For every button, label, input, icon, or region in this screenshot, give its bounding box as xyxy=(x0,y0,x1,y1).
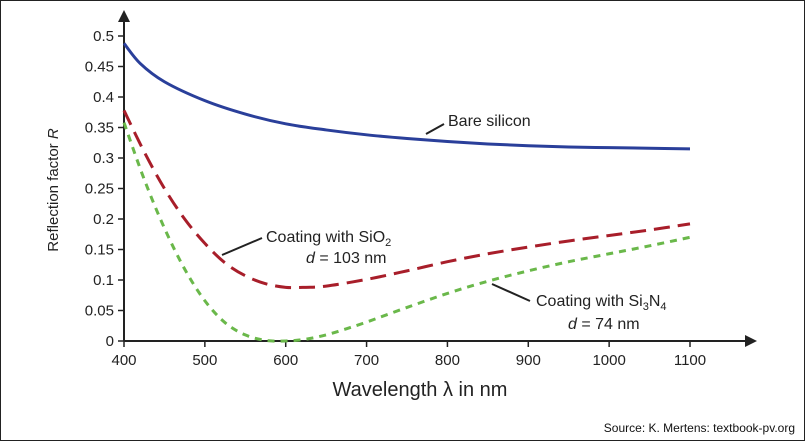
y-tick-label-0.1: 0.1 xyxy=(93,272,114,289)
series-lines xyxy=(122,42,691,343)
y-tick-label-0.25: 0.25 xyxy=(85,181,114,198)
y-tick-label-0.35: 0.35 xyxy=(85,120,114,137)
si3n4-thickness: d = 74 nm xyxy=(568,316,640,333)
bare-silicon-curve xyxy=(122,42,691,151)
bare-silicon-leader xyxy=(425,123,445,135)
axes xyxy=(118,10,757,347)
y-tick-label-0.4: 0.4 xyxy=(93,89,114,106)
x-axis-title: Wavelength λ in nm xyxy=(333,379,508,401)
x-tick-label-800: 800 xyxy=(435,352,460,369)
bare-silicon-label: Bare silicon xyxy=(448,113,531,130)
x-tick-label-500: 500 xyxy=(192,352,217,369)
x-tick-label-400: 400 xyxy=(111,352,136,369)
y-tick-label-0.5: 0.5 xyxy=(93,28,114,45)
y-tick-label-0.3: 0.3 xyxy=(93,150,114,167)
y-axis-title: Reflection factor R xyxy=(45,128,62,252)
x-tick-label-600: 600 xyxy=(273,352,298,369)
ticks: 400 500 600 700 800 900 1000 1100 0 0.05 0.1 0.15 0.… xyxy=(85,28,706,369)
si3n4-label: Coating with Si3N4 xyxy=(536,293,667,313)
x-axis-arrow xyxy=(745,335,757,347)
si3n4-leader xyxy=(491,283,531,302)
sio2-leader xyxy=(221,237,263,256)
y-axis-arrow xyxy=(118,10,130,22)
y-tick-label-0.05: 0.05 xyxy=(85,303,114,320)
si3n4-coating-curve xyxy=(122,122,691,343)
source-credit: Source: K. Mertens: textbook-pv.org xyxy=(603,421,795,435)
x-tick-label-1000: 1000 xyxy=(592,352,625,369)
sio2-thickness: d = 103 nm xyxy=(306,250,387,267)
y-tick-label-0.15: 0.15 xyxy=(85,242,114,259)
y-tick-label-0: 0 xyxy=(106,333,114,350)
sio2-label: Coating with SiO2 xyxy=(266,229,391,249)
y-tick-label-0.45: 0.45 xyxy=(85,59,114,76)
x-tick-label-900: 900 xyxy=(516,352,541,369)
x-tick-label-1100: 1100 xyxy=(674,352,706,369)
x-tick-label-700: 700 xyxy=(354,352,379,369)
y-tick-label-0.2: 0.2 xyxy=(93,211,114,228)
sio2-coating-curve xyxy=(122,109,691,290)
